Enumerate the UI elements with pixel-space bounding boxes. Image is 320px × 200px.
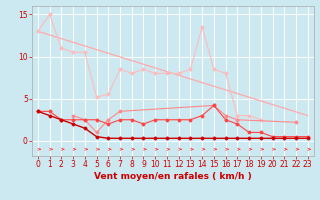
X-axis label: Vent moyen/en rafales ( km/h ): Vent moyen/en rafales ( km/h ) [94,172,252,181]
